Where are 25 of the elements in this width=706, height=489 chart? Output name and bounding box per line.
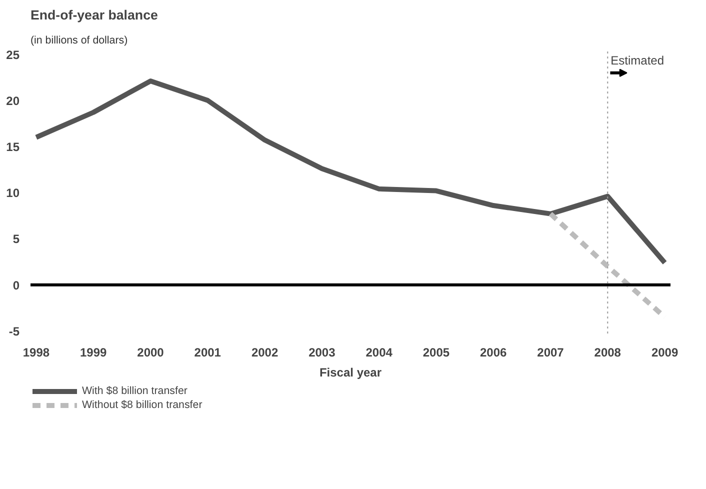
x-tick-label: 1999 [80, 346, 108, 360]
x-tick-label: 1998 [22, 346, 50, 360]
y-tick-label: 15 [6, 140, 20, 154]
y-tick-label: -5 [8, 324, 20, 338]
legend-label: Without $8 billion transfer [82, 398, 202, 412]
chart-title: End-of-year balance [30, 8, 158, 22]
x-tick-label: 2001 [194, 346, 222, 360]
x-tick-label: 2008 [594, 346, 622, 360]
y-tick-label: 10 [6, 186, 20, 200]
chart-subtitle: (in billions of dollars) [30, 34, 128, 46]
x-tick-label: 2009 [651, 346, 678, 360]
x-tick-label: 2004 [366, 346, 393, 360]
y-tick-label: 25 [6, 48, 20, 62]
x-tick-label: 2003 [308, 346, 336, 360]
x-tick-label: 2000 [137, 346, 164, 360]
legend-label: With $8 billion transfer [82, 384, 188, 398]
x-axis-title: Fiscal year [319, 366, 382, 380]
x-tick-label: 2007 [537, 346, 564, 360]
x-tick-label: 2006 [480, 346, 508, 360]
ref-line-label: Estimated [610, 54, 664, 68]
y-tick-label: 5 [12, 232, 20, 246]
x-tick-label: 2005 [422, 346, 450, 360]
y-tick-label: 20 [6, 94, 20, 108]
y-tick-label: 0 [12, 278, 20, 292]
x-tick-label: 2002 [251, 346, 278, 360]
